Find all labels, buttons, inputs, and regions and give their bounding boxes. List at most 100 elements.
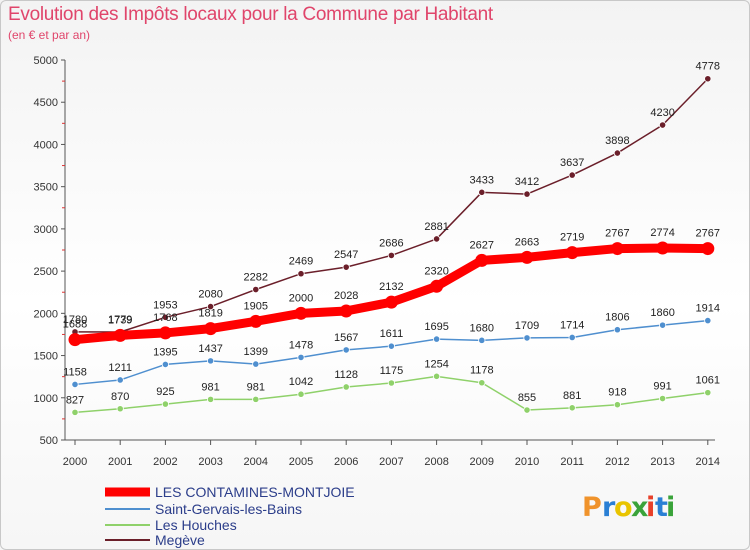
data-point bbox=[658, 394, 667, 403]
data-label: 1779 bbox=[108, 314, 132, 326]
legend-label: Megève bbox=[155, 532, 205, 548]
data-point bbox=[158, 326, 172, 340]
data-label: 2469 bbox=[289, 256, 313, 268]
data-label: 2320 bbox=[424, 265, 448, 277]
data-label: 2767 bbox=[696, 228, 720, 240]
legend: LES CONTAMINES-MONTJOIESaint-Gervais-les… bbox=[105, 484, 355, 548]
series-line-les-contamines-montjoie bbox=[70, 243, 713, 345]
data-label: 3898 bbox=[605, 135, 629, 147]
logo-letter: i bbox=[646, 492, 655, 523]
data-point bbox=[207, 395, 215, 403]
data-point bbox=[432, 335, 441, 343]
y-tick-label: 4000 bbox=[34, 139, 58, 151]
data-point bbox=[161, 400, 169, 408]
data-point bbox=[568, 171, 576, 179]
data-label: 3412 bbox=[515, 176, 539, 188]
data-label: 2547 bbox=[334, 249, 358, 261]
data-point bbox=[252, 395, 260, 403]
data-label: 1175 bbox=[380, 365, 404, 377]
data-label: 2774 bbox=[650, 227, 674, 239]
data-label: 1780 bbox=[63, 314, 87, 326]
x-tick-label: 2005 bbox=[289, 456, 313, 468]
data-point bbox=[568, 333, 576, 342]
data-point bbox=[252, 285, 260, 294]
data-label: 1611 bbox=[380, 328, 404, 340]
data-point bbox=[520, 250, 534, 264]
data-label: 2132 bbox=[379, 281, 403, 293]
data-point bbox=[701, 242, 715, 256]
data-point bbox=[71, 380, 79, 389]
data-point bbox=[704, 316, 712, 325]
data-label: 2282 bbox=[244, 272, 268, 284]
data-point bbox=[207, 357, 215, 365]
data-point bbox=[342, 263, 350, 271]
data-label: 827 bbox=[66, 394, 84, 406]
data-point bbox=[113, 328, 127, 342]
data-point bbox=[339, 304, 353, 318]
data-label: 1061 bbox=[696, 375, 720, 387]
data-label: 1905 bbox=[244, 300, 268, 312]
data-label: 2028 bbox=[334, 290, 358, 302]
data-point bbox=[68, 333, 82, 347]
data-label: 1695 bbox=[424, 321, 448, 333]
data-point bbox=[342, 383, 350, 391]
legend-label: LES CONTAMINES-MONTJOIE bbox=[155, 484, 355, 500]
data-point bbox=[610, 242, 624, 256]
data-point bbox=[478, 336, 486, 344]
data-point bbox=[204, 322, 218, 336]
data-point bbox=[207, 302, 215, 311]
data-label: 2663 bbox=[515, 236, 539, 248]
data-point bbox=[297, 390, 305, 398]
data-point bbox=[252, 360, 260, 368]
data-point bbox=[387, 251, 395, 260]
x-tick-label: 2004 bbox=[244, 456, 268, 468]
data-point bbox=[478, 188, 486, 196]
x-tick-label: 2006 bbox=[334, 456, 358, 468]
data-point bbox=[342, 346, 350, 354]
series-lines bbox=[68, 75, 715, 416]
logo-letter: r bbox=[602, 492, 616, 523]
x-tick-label: 2003 bbox=[198, 456, 222, 468]
data-label: 1567 bbox=[334, 332, 358, 344]
data-point bbox=[297, 270, 305, 278]
data-label: 2719 bbox=[560, 232, 584, 244]
data-label: 981 bbox=[247, 381, 265, 393]
data-point bbox=[478, 379, 486, 387]
data-label: 1211 bbox=[108, 362, 132, 374]
data-label: 1437 bbox=[198, 343, 222, 355]
axes: 500 1000 1500 2000 2500 3000 3500 4000 4500 5000 2… bbox=[34, 55, 721, 468]
data-label: 2080 bbox=[198, 289, 222, 301]
legend-label: Les Houches bbox=[155, 517, 237, 533]
data-point bbox=[430, 279, 444, 293]
data-label: 1709 bbox=[515, 320, 539, 332]
data-label: 2881 bbox=[424, 221, 448, 233]
data-point bbox=[704, 389, 712, 397]
data-label: 1819 bbox=[198, 308, 222, 320]
data-label: 1680 bbox=[470, 322, 494, 334]
data-point bbox=[297, 353, 305, 362]
data-point bbox=[432, 372, 441, 380]
y-tick-label: 1500 bbox=[34, 351, 58, 363]
data-point bbox=[161, 313, 169, 321]
data-label: 870 bbox=[111, 391, 129, 403]
x-tick-label: 2008 bbox=[424, 456, 448, 468]
x-tick-label: 2013 bbox=[650, 456, 674, 468]
data-label: 1128 bbox=[334, 369, 358, 381]
x-tick-label: 2012 bbox=[605, 456, 629, 468]
data-point bbox=[613, 326, 622, 334]
y-tick-label: 1000 bbox=[34, 393, 58, 405]
data-point bbox=[613, 149, 622, 157]
data-label: 1688 bbox=[63, 319, 87, 331]
data-point bbox=[249, 314, 263, 328]
data-point bbox=[387, 379, 395, 387]
data-label: 981 bbox=[201, 381, 219, 393]
data-point bbox=[704, 75, 712, 83]
data-point bbox=[523, 190, 531, 198]
data-label: 1395 bbox=[153, 346, 177, 358]
x-tick-label: 2009 bbox=[470, 456, 494, 468]
data-label: 1254 bbox=[424, 358, 448, 370]
data-point bbox=[656, 241, 670, 255]
data-label: 991 bbox=[653, 381, 671, 393]
data-point bbox=[384, 295, 398, 309]
